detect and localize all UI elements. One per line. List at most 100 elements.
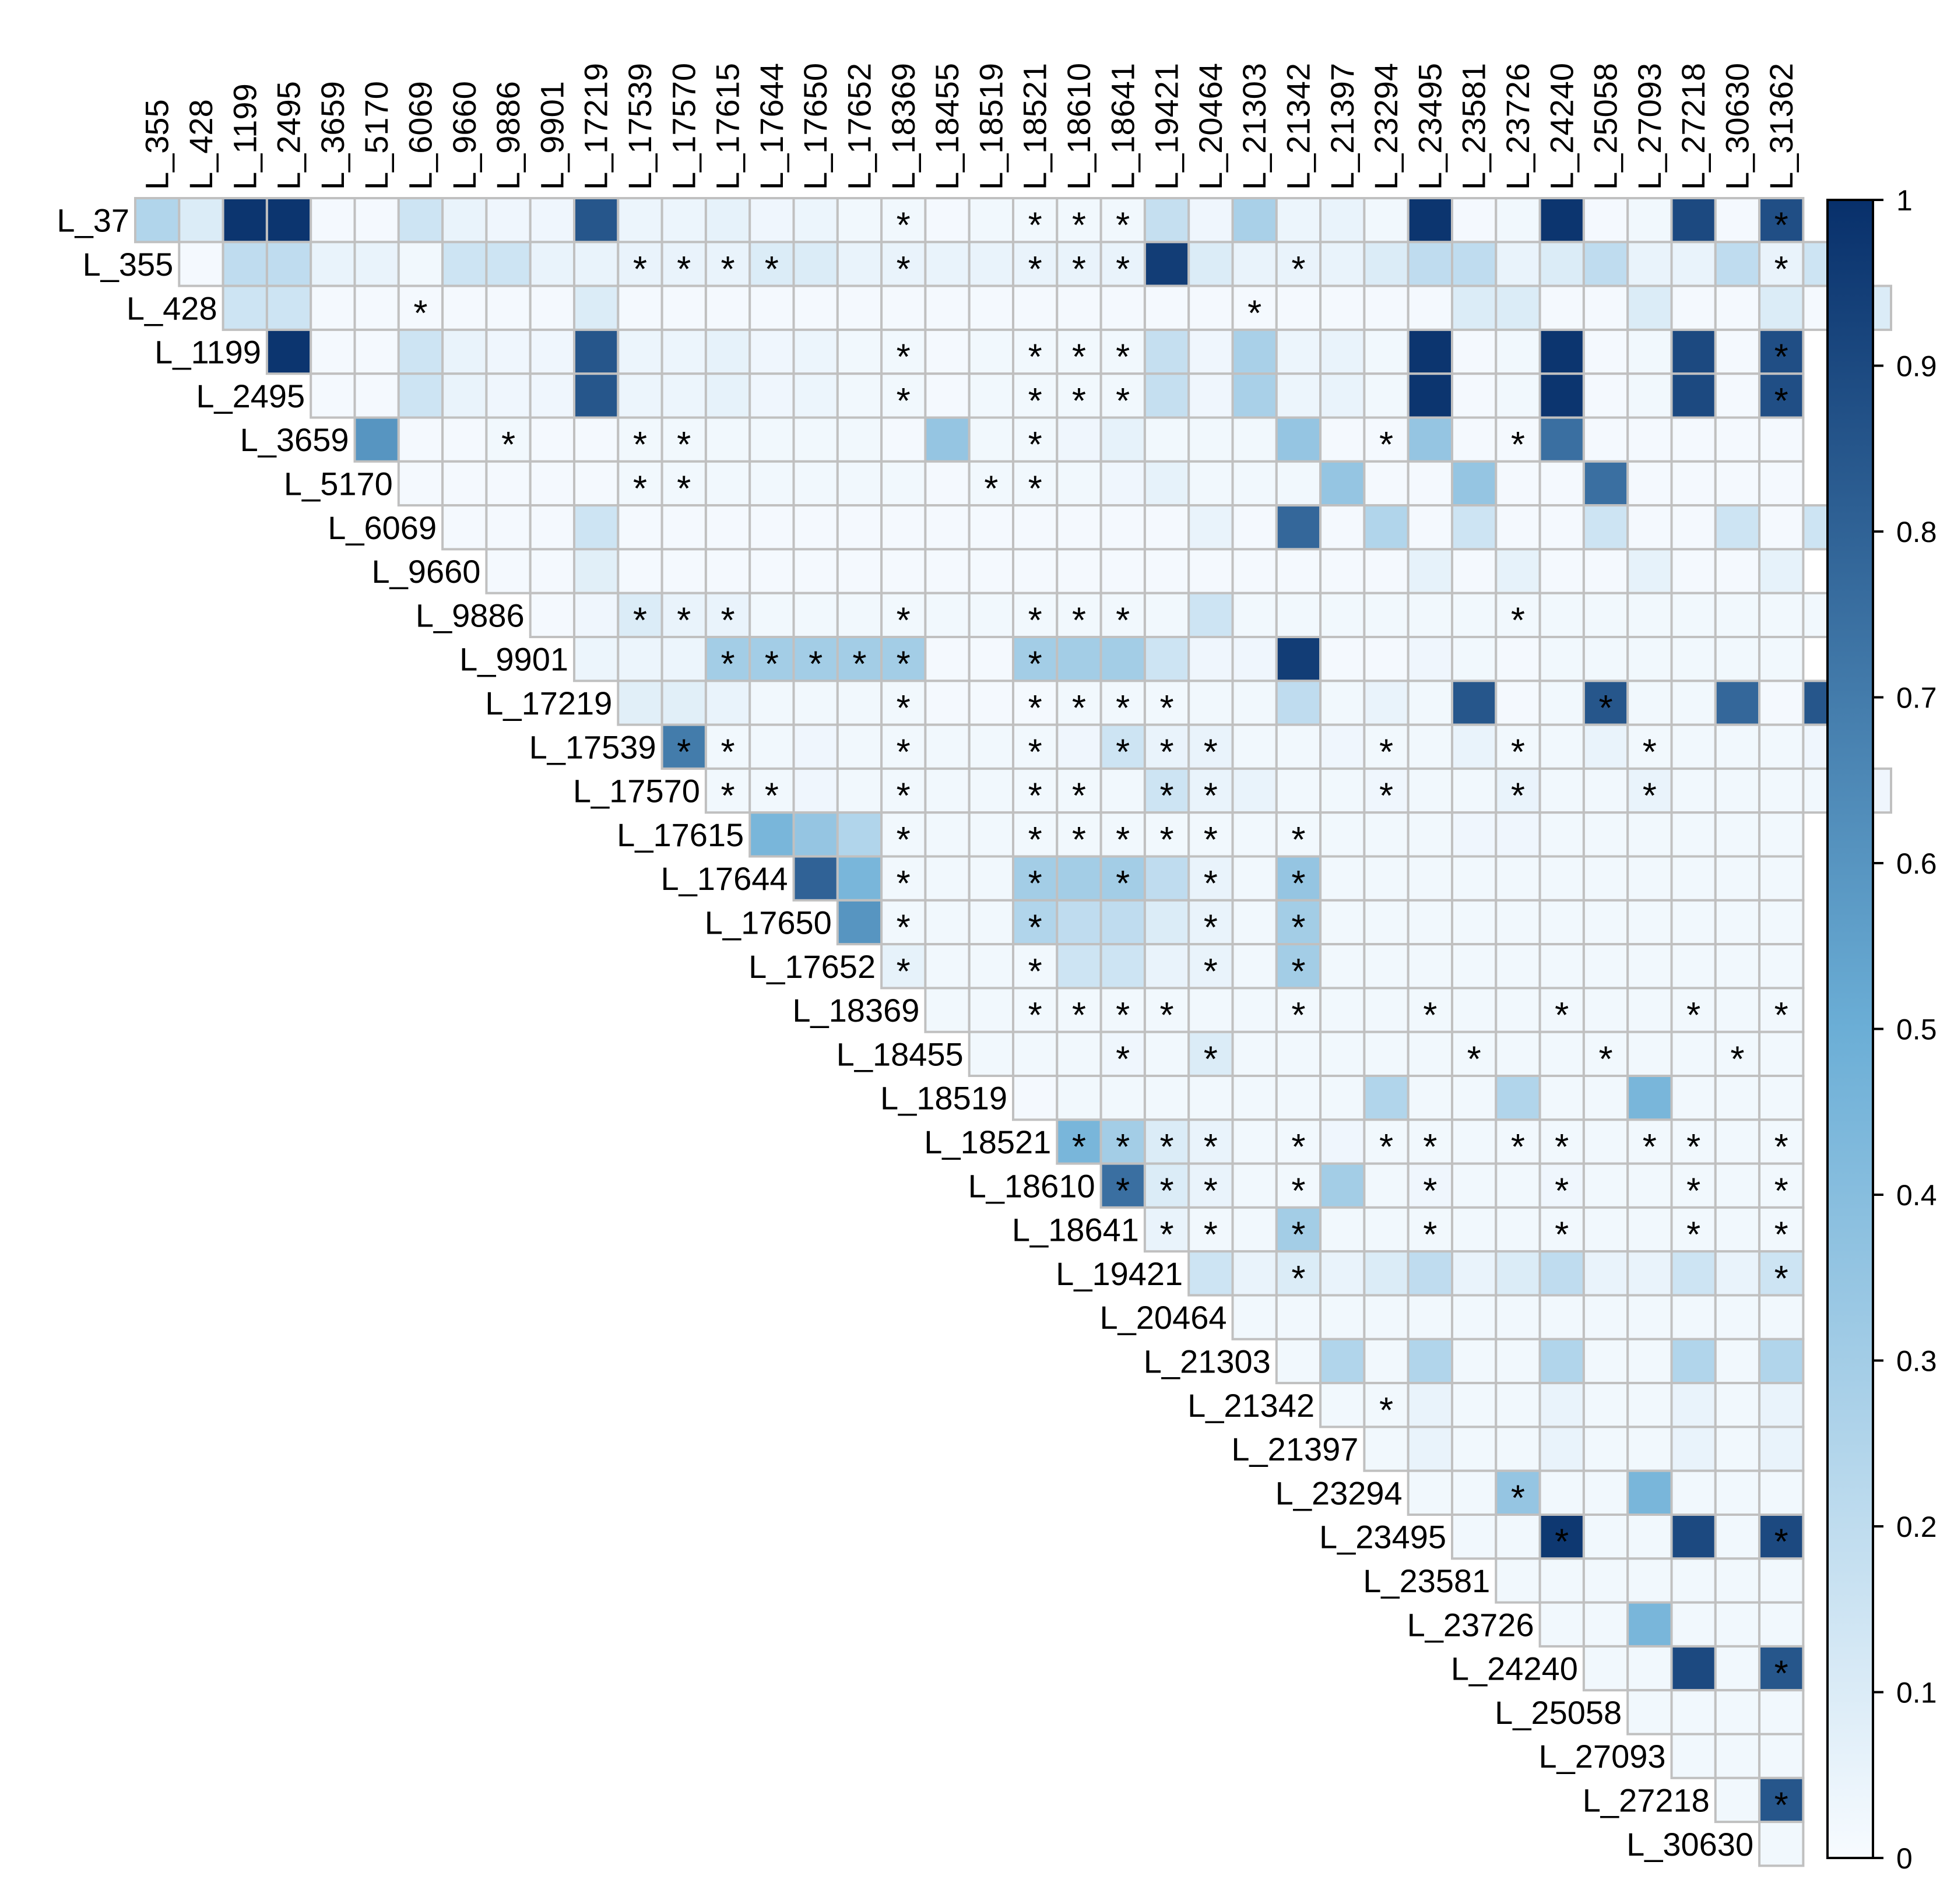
heatmap-cell: [1056, 899, 1102, 946]
heatmap-cell: [1012, 548, 1059, 594]
heatmap-cell: [1582, 767, 1629, 814]
heatmap-cell: [1363, 1030, 1410, 1077]
heatmap-cell: [1056, 943, 1102, 990]
heatmap-cell: [353, 284, 400, 331]
heatmap-cell: [1363, 680, 1410, 726]
heatmap-cell: [1451, 1206, 1498, 1253]
heatmap-cell: [1538, 328, 1585, 375]
heatmap-cell: [1758, 899, 1805, 946]
heatmap-cell: [353, 328, 400, 375]
significance-marker: *: [721, 732, 734, 772]
significance-marker: *: [1204, 1127, 1218, 1167]
heatmap-cell: [1407, 504, 1453, 551]
heatmap-cell: [1626, 1206, 1673, 1253]
column-label: L_17219: [578, 63, 614, 190]
heatmap-cell: [1626, 328, 1673, 375]
heatmap-cell: [1099, 1075, 1146, 1121]
heatmap-cell: [1187, 1250, 1234, 1297]
column-label: L_30630: [1718, 63, 1755, 190]
heatmap-cell: [441, 328, 488, 375]
heatmap-cell: [1231, 592, 1278, 639]
heatmap-cell: [1582, 197, 1629, 244]
significance-marker: *: [1686, 1171, 1700, 1211]
heatmap-cell: [792, 855, 839, 902]
significance-marker: *: [1028, 469, 1042, 509]
significance-marker: *: [1511, 1478, 1525, 1518]
significance-marker: *: [1291, 907, 1305, 948]
heatmap-cell: [1363, 1294, 1410, 1340]
heatmap-cell: [1363, 548, 1410, 594]
heatmap-cell: [1714, 372, 1761, 419]
heatmap-cell: [1407, 284, 1453, 331]
heatmap-cell: [1495, 1206, 1541, 1253]
heatmap-cell: [1495, 284, 1541, 331]
heatmap-cell: [1538, 899, 1585, 946]
heatmap-cell: [529, 284, 576, 331]
heatmap-cell: [924, 723, 971, 770]
heatmap-cell: [924, 855, 971, 902]
heatmap-cell: [792, 416, 839, 463]
heatmap-cell: [1231, 372, 1278, 419]
column-label: L_17650: [797, 63, 834, 190]
colorbar-tick-label: 0.5: [1896, 1013, 1937, 1046]
heatmap-cell: [924, 197, 971, 244]
significance-marker: *: [1774, 337, 1788, 378]
heatmap-cell: [1714, 504, 1761, 551]
heatmap-cell: [1231, 548, 1278, 594]
heatmap-cell: [1582, 1206, 1629, 1253]
heatmap-cell: [1012, 284, 1059, 331]
significance-marker: *: [1116, 1039, 1130, 1079]
heatmap-cell: [1451, 855, 1498, 902]
heatmap-cell: [1582, 987, 1629, 1033]
heatmap-cell: [1231, 855, 1278, 902]
heatmap-cell: [1407, 372, 1453, 419]
significance-marker: *: [1028, 425, 1042, 465]
heatmap-cell: [1714, 1250, 1761, 1297]
heatmap-cell: [397, 328, 444, 375]
heatmap-cell: [222, 197, 268, 244]
heatmap-cell: [1363, 1075, 1410, 1121]
significance-marker: *: [897, 907, 911, 948]
heatmap-cell: [1758, 284, 1805, 331]
heatmap-cell: [1758, 1426, 1805, 1472]
heatmap-cell: [1670, 1645, 1717, 1692]
significance-marker: *: [1116, 864, 1130, 904]
heatmap-cell: [617, 548, 663, 594]
heatmap-cell: [1407, 1382, 1453, 1428]
column-label: L_5170: [358, 81, 395, 190]
heatmap-cell: [1187, 197, 1234, 244]
heatmap-cell: [1538, 1030, 1585, 1077]
colorbar-tick-label: 0.2: [1896, 1511, 1937, 1543]
significance-marker: *: [1379, 732, 1393, 772]
significance-marker: *: [897, 206, 911, 246]
heatmap-cell: [1275, 328, 1322, 375]
heatmap-cell: [1319, 1206, 1366, 1253]
row-label: L_24240: [1451, 1650, 1578, 1687]
heatmap-cell: [968, 1030, 1014, 1077]
heatmap-cell: [441, 460, 488, 507]
heatmap-cell: [1670, 1250, 1717, 1297]
heatmap-cell: [1319, 548, 1366, 594]
column-label: L_20464: [1192, 63, 1229, 190]
heatmap-cell: [836, 372, 883, 419]
row-label: L_27218: [1583, 1782, 1710, 1818]
column-label: L_21397: [1324, 63, 1361, 190]
heatmap-cell: [1626, 680, 1673, 726]
heatmap-cell: [1582, 416, 1629, 463]
heatmap-cell: [1495, 504, 1541, 551]
heatmap-cell: [1495, 1382, 1541, 1428]
column-label: L_9660: [446, 81, 483, 190]
significance-marker: *: [1028, 206, 1042, 246]
heatmap-cell: [1099, 723, 1146, 770]
heatmap-cell: [1275, 284, 1322, 331]
heatmap-cell: [968, 504, 1014, 551]
column-label: L_355: [139, 99, 175, 190]
heatmap-cell: [1275, 1294, 1322, 1340]
heatmap-cell: [1626, 1250, 1673, 1297]
heatmap-cell: [1451, 548, 1498, 594]
heatmap-cell: [1407, 1030, 1453, 1077]
heatmap-cell: [1758, 1382, 1805, 1428]
significance-marker: *: [897, 688, 911, 728]
heatmap-cell: [1758, 1075, 1805, 1121]
heatmap-cell: [660, 284, 707, 331]
